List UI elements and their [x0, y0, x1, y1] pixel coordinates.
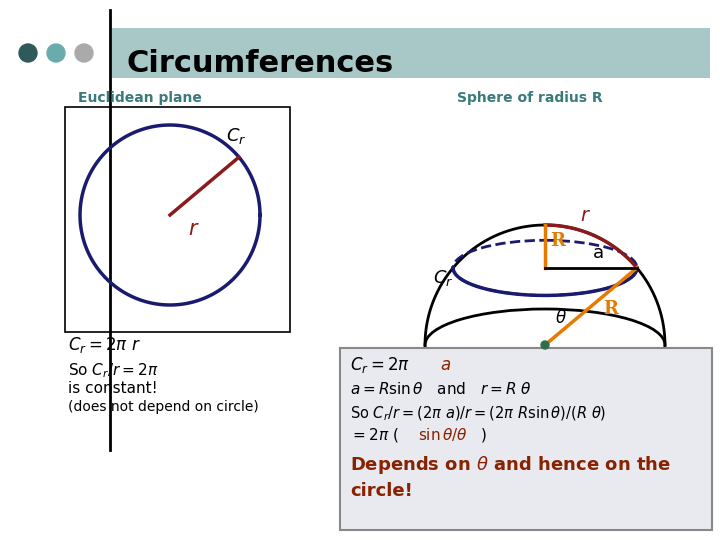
Circle shape [19, 44, 37, 62]
Text: R: R [550, 232, 565, 251]
Text: a: a [593, 244, 604, 262]
Text: $a = R\sin\theta$   and   $r = R\ \theta$: $a = R\sin\theta$ and $r = R\ \theta$ [350, 381, 531, 397]
Text: Sphere of radius R: Sphere of radius R [457, 91, 603, 105]
Text: $\sin\theta / \theta$: $\sin\theta / \theta$ [418, 426, 468, 443]
Text: So $C_r / r = (2\pi\ a) / r = (2\pi\ R\sin\theta) / (R\ \theta)$: So $C_r / r = (2\pi\ a) / r = (2\pi\ R\s… [350, 404, 606, 423]
FancyBboxPatch shape [340, 348, 712, 530]
Text: $= 2\pi\ ($: $= 2\pi\ ($ [350, 427, 399, 444]
Text: $C_r$: $C_r$ [433, 268, 454, 288]
Text: $C_r$: $C_r$ [226, 126, 246, 146]
Text: $)$: $)$ [480, 427, 487, 444]
Text: $C_r = 2\pi\ $: $C_r = 2\pi\ $ [350, 355, 410, 375]
Text: $r$: $r$ [188, 219, 199, 239]
Text: circle!: circle! [350, 482, 413, 500]
Text: Euclidean plane: Euclidean plane [78, 91, 202, 105]
FancyBboxPatch shape [112, 28, 710, 78]
Text: So $C_r / r = 2\pi$: So $C_r / r = 2\pi$ [68, 361, 158, 380]
Text: (does not depend on circle): (does not depend on circle) [68, 400, 258, 414]
Circle shape [75, 44, 93, 62]
Text: Depends on $\theta$ and hence on the: Depends on $\theta$ and hence on the [350, 454, 671, 476]
Text: R: R [603, 300, 618, 319]
Text: is constant!: is constant! [68, 381, 158, 396]
Text: $r$: $r$ [580, 207, 591, 225]
Text: Circumferences: Circumferences [126, 49, 393, 78]
Circle shape [541, 341, 549, 349]
Circle shape [47, 44, 65, 62]
Text: $a$: $a$ [440, 357, 451, 374]
Text: $\theta$: $\theta$ [555, 309, 567, 327]
FancyBboxPatch shape [65, 107, 290, 332]
Text: $C_r = 2\pi\ r$: $C_r = 2\pi\ r$ [68, 335, 141, 355]
